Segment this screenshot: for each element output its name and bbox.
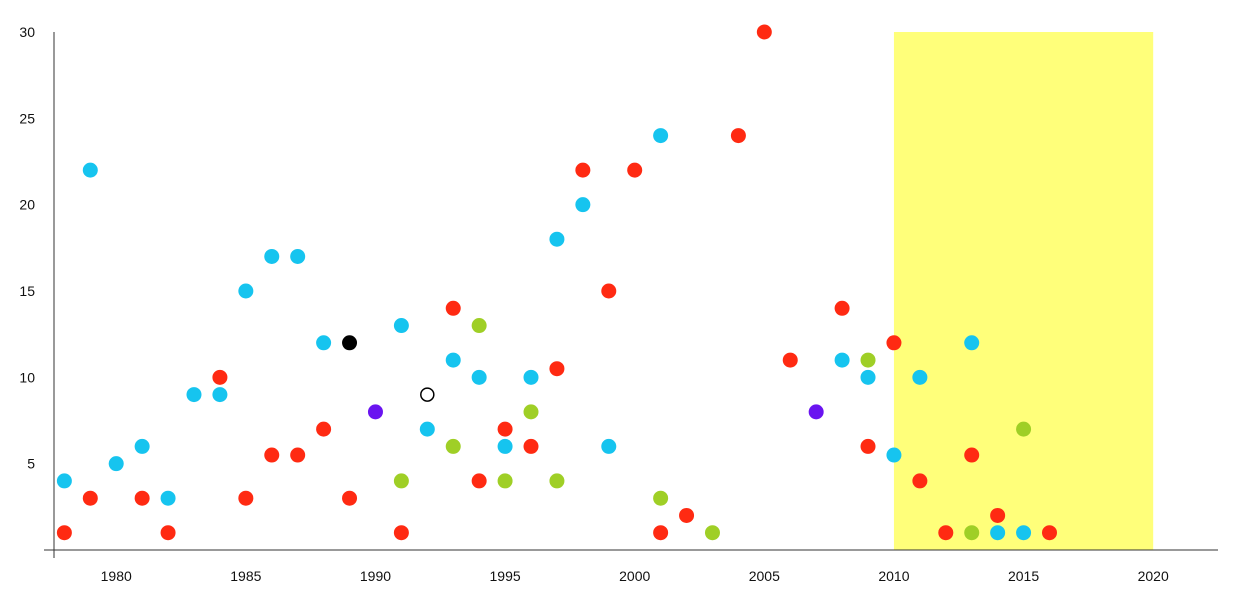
data-point-cyan bbox=[1016, 525, 1032, 541]
data-point-green bbox=[964, 525, 980, 541]
data-point-cyan bbox=[56, 473, 72, 489]
data-point-red bbox=[679, 507, 695, 523]
x-tick-label: 2015 bbox=[1008, 568, 1039, 584]
data-point-red bbox=[834, 300, 850, 316]
data-point-cyan bbox=[471, 369, 487, 385]
y-tick-label: 15 bbox=[19, 283, 35, 299]
x-tick-label: 2000 bbox=[619, 568, 650, 584]
y-tick-label: 25 bbox=[19, 110, 35, 126]
data-point-cyan bbox=[290, 248, 306, 264]
data-point-cyan bbox=[601, 438, 617, 454]
data-point-red bbox=[730, 128, 746, 144]
x-tick-label: 1990 bbox=[360, 568, 391, 584]
data-point-green bbox=[704, 525, 720, 541]
x-tick-label: 1980 bbox=[101, 568, 132, 584]
data-point-cyan bbox=[497, 438, 513, 454]
data-point-cyan bbox=[212, 387, 228, 403]
data-point-purple bbox=[367, 404, 383, 420]
data-point-cyan bbox=[82, 162, 98, 178]
x-tick-label: 2020 bbox=[1138, 568, 1169, 584]
data-point-cyan bbox=[186, 387, 202, 403]
data-point-red bbox=[82, 490, 98, 506]
data-point-cyan bbox=[834, 352, 850, 368]
data-point-red bbox=[938, 525, 954, 541]
data-point-red bbox=[860, 438, 876, 454]
x-axis-tick-labels: 1980 1985 1990 1995 2000 2005 2010 2015 2020 bbox=[101, 568, 1169, 584]
data-point-green bbox=[523, 404, 539, 420]
data-point-green bbox=[653, 490, 669, 506]
data-point-red bbox=[756, 24, 772, 40]
x-tick-label: 1995 bbox=[490, 568, 521, 584]
data-point-cyan bbox=[238, 283, 254, 299]
x-tick-label: 2005 bbox=[749, 568, 780, 584]
y-tick-label: 20 bbox=[19, 197, 35, 213]
data-points bbox=[56, 24, 1057, 541]
data-point-red bbox=[549, 361, 565, 377]
data-point-red bbox=[393, 525, 409, 541]
data-point-red bbox=[627, 162, 643, 178]
data-point-red bbox=[601, 283, 617, 299]
data-point-red bbox=[264, 447, 280, 463]
y-tick-label: 5 bbox=[27, 456, 35, 472]
data-point-red bbox=[134, 490, 150, 506]
data-point-black bbox=[342, 335, 358, 351]
data-point-green bbox=[393, 473, 409, 489]
data-point-red bbox=[912, 473, 928, 489]
data-point-red bbox=[238, 490, 254, 506]
data-point-cyan bbox=[264, 248, 280, 264]
data-point-cyan bbox=[990, 525, 1006, 541]
data-point-red bbox=[342, 490, 358, 506]
data-point-cyan bbox=[134, 438, 150, 454]
x-tick-label: 2010 bbox=[878, 568, 909, 584]
data-point-cyan bbox=[653, 128, 669, 144]
data-point-red bbox=[964, 447, 980, 463]
data-point-cyan bbox=[108, 456, 124, 472]
data-point-cyan bbox=[160, 490, 176, 506]
data-point-red bbox=[886, 335, 902, 351]
data-point-red bbox=[56, 525, 72, 541]
data-point-red bbox=[990, 507, 1006, 523]
data-point-red bbox=[1041, 525, 1057, 541]
y-tick-label: 30 bbox=[19, 24, 35, 40]
data-point-cyan bbox=[964, 335, 980, 351]
data-point-green bbox=[549, 473, 565, 489]
data-point-red bbox=[212, 369, 228, 385]
data-point-red bbox=[290, 447, 306, 463]
data-point-red bbox=[445, 300, 461, 316]
data-point-cyan bbox=[419, 421, 435, 437]
data-point-red bbox=[160, 525, 176, 541]
data-point-green bbox=[471, 318, 487, 334]
y-tick-label: 10 bbox=[19, 369, 35, 385]
data-point-purple bbox=[808, 404, 824, 420]
data-point-green bbox=[497, 473, 513, 489]
data-point-green bbox=[860, 352, 876, 368]
data-point-cyan bbox=[445, 352, 461, 368]
data-point-green bbox=[445, 438, 461, 454]
data-point-red bbox=[497, 421, 513, 437]
data-point-cyan bbox=[523, 369, 539, 385]
data-point-red bbox=[471, 473, 487, 489]
data-point-red bbox=[575, 162, 591, 178]
data-point-hollow bbox=[420, 387, 435, 402]
data-point-cyan bbox=[886, 447, 902, 463]
data-point-cyan bbox=[860, 369, 876, 385]
data-point-cyan bbox=[912, 369, 928, 385]
data-point-red bbox=[653, 525, 669, 541]
data-point-cyan bbox=[575, 197, 591, 213]
x-tick-label: 1985 bbox=[230, 568, 261, 584]
data-point-cyan bbox=[393, 318, 409, 334]
data-point-red bbox=[782, 352, 798, 368]
data-point-red bbox=[523, 438, 539, 454]
data-point-cyan bbox=[549, 231, 565, 247]
data-point-red bbox=[316, 421, 332, 437]
data-point-green bbox=[1016, 421, 1032, 437]
y-axis-tick-labels: 5 10 15 20 25 30 bbox=[19, 24, 35, 472]
data-point-cyan bbox=[316, 335, 332, 351]
highlight-band-2010-2020 bbox=[893, 32, 1154, 550]
